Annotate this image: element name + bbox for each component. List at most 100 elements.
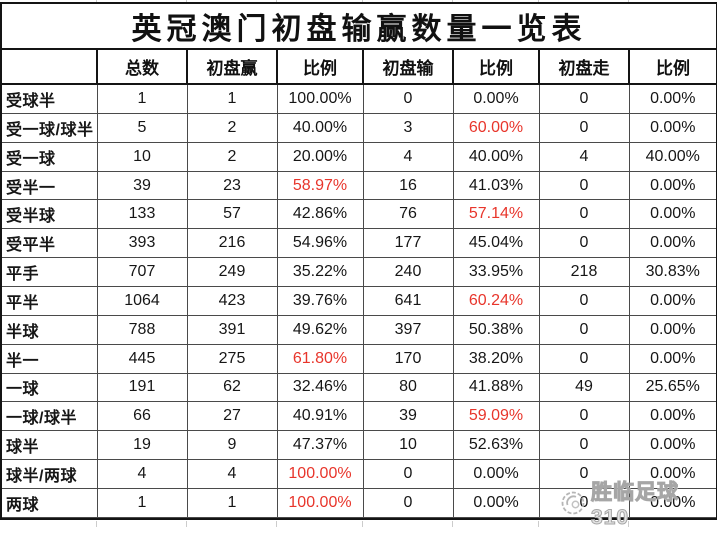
cell: 0.00%	[628, 314, 717, 345]
cell: 0.00%	[628, 430, 717, 461]
cell: 0	[538, 83, 630, 114]
table-row: 受球半 1 1 100.00% 0 0.00% 0 0.00%	[0, 83, 717, 114]
cell: 397	[362, 314, 454, 345]
cell: 58.97%	[276, 170, 364, 201]
cell: 0	[538, 199, 630, 230]
cell: 0	[538, 170, 630, 201]
gridline-tick	[538, 0, 539, 2]
cell: 4	[96, 459, 188, 489]
cell: 0	[538, 285, 630, 316]
cell: 47.37%	[276, 430, 364, 461]
table-row: 受半一 39 23 58.97% 16 41.03% 0 0.00%	[0, 170, 717, 201]
row-label: 球半	[0, 430, 98, 461]
table-row: 受半球 133 57 42.86% 76 57.14% 0 0.00%	[0, 199, 717, 230]
cell: 10	[362, 430, 454, 461]
gridline-tick	[186, 0, 187, 2]
cell: 0.00%	[452, 83, 540, 114]
cell: 788	[96, 314, 188, 345]
title-row: 英冠澳门初盘输赢数量一览表	[0, 2, 717, 50]
cell: 0	[362, 459, 454, 489]
row-label: 受一球	[0, 141, 98, 172]
cell: 30.83%	[628, 257, 717, 287]
cell: 2	[186, 112, 278, 143]
cell: 393	[96, 228, 188, 259]
cell: 170	[362, 343, 454, 374]
table-row: 平手 707 249 35.22% 240 33.95% 218 30.83%	[0, 257, 717, 287]
cell: 100.00%	[276, 487, 364, 518]
col-header-3: 比例	[276, 48, 364, 85]
row-label: 受平半	[0, 228, 98, 259]
cell: 249	[186, 257, 278, 287]
cell	[96, 516, 188, 520]
table-title: 英冠澳门初盘输赢数量一览表	[0, 2, 717, 50]
cell: 0.00%	[628, 401, 717, 432]
cell: 641	[362, 285, 454, 316]
cell: 100.00%	[276, 83, 364, 114]
cell: 216	[186, 228, 278, 259]
row-label: 受半球	[0, 199, 98, 230]
cell: 54.96%	[276, 228, 364, 259]
cell: 2	[186, 141, 278, 172]
cell: 40.91%	[276, 401, 364, 432]
cell: 23	[186, 170, 278, 201]
cell: 423	[186, 285, 278, 316]
cell: 16	[362, 170, 454, 201]
cell: 20.00%	[276, 141, 364, 172]
table-row: 球半 19 9 47.37% 10 52.63% 0 0.00%	[0, 430, 717, 461]
table-row: 一球/球半 66 27 40.91% 39 59.09% 0 0.00%	[0, 401, 717, 432]
cell: 1	[186, 487, 278, 518]
cell: 0.00%	[628, 285, 717, 316]
cell: 100.00%	[276, 459, 364, 489]
cell: 3	[362, 112, 454, 143]
cell: 50.38%	[452, 314, 540, 345]
row-label: 平半	[0, 285, 98, 316]
cell: 445	[96, 343, 188, 374]
empty-row	[0, 516, 717, 520]
cell: 27	[186, 401, 278, 432]
cell	[538, 516, 630, 520]
table-row: 受一球 10 2 20.00% 4 40.00% 4 40.00%	[0, 141, 717, 172]
cell: 0	[538, 459, 630, 489]
gridline-tick	[186, 521, 187, 527]
cell: 10	[96, 141, 188, 172]
cell	[362, 516, 454, 520]
gridline-tick	[628, 521, 629, 527]
gridline-tick	[96, 521, 97, 527]
row-label: 一球	[0, 372, 98, 403]
cell: 0.00%	[628, 228, 717, 259]
table-row: 半球 788 391 49.62% 397 50.38% 0 0.00%	[0, 314, 717, 345]
corner-header	[0, 48, 98, 85]
cell: 1	[186, 83, 278, 114]
cell: 240	[362, 257, 454, 287]
cell	[276, 516, 364, 520]
cell: 40.00%	[452, 141, 540, 172]
cell: 49.62%	[276, 314, 364, 345]
col-header-1: 总数	[96, 48, 188, 85]
header-row: 总数 初盘赢 比例 初盘输 比例 初盘走 比例	[0, 48, 717, 85]
cell: 9	[186, 430, 278, 461]
cell: 0	[538, 401, 630, 432]
cell: 57	[186, 199, 278, 230]
cell: 133	[96, 199, 188, 230]
cell: 40.00%	[276, 112, 364, 143]
cell: 52.63%	[452, 430, 540, 461]
cell: 41.03%	[452, 170, 540, 201]
table-row: 球半/两球 4 4 100.00% 0 0.00% 0 0.00%	[0, 459, 717, 489]
cell: 0.00%	[628, 487, 717, 518]
table-body: 受球半 1 1 100.00% 0 0.00% 0 0.00% 受一球/球半 5 2 40.00% 3 6…	[0, 83, 717, 520]
col-header-5: 比例	[452, 48, 540, 85]
cell: 33.95%	[452, 257, 540, 287]
cell: 0.00%	[628, 459, 717, 489]
cell: 275	[186, 343, 278, 374]
cell: 191	[96, 372, 188, 403]
cell: 1	[96, 83, 188, 114]
cell: 0	[538, 487, 630, 518]
row-label: 受球半	[0, 83, 98, 114]
cell	[186, 516, 278, 520]
col-header-2: 初盘赢	[186, 48, 278, 85]
gridline-tick	[96, 0, 97, 2]
table-row: 受一球/球半 5 2 40.00% 3 60.00% 0 0.00%	[0, 112, 717, 143]
cell: 0	[538, 430, 630, 461]
cell: 0	[362, 487, 454, 518]
